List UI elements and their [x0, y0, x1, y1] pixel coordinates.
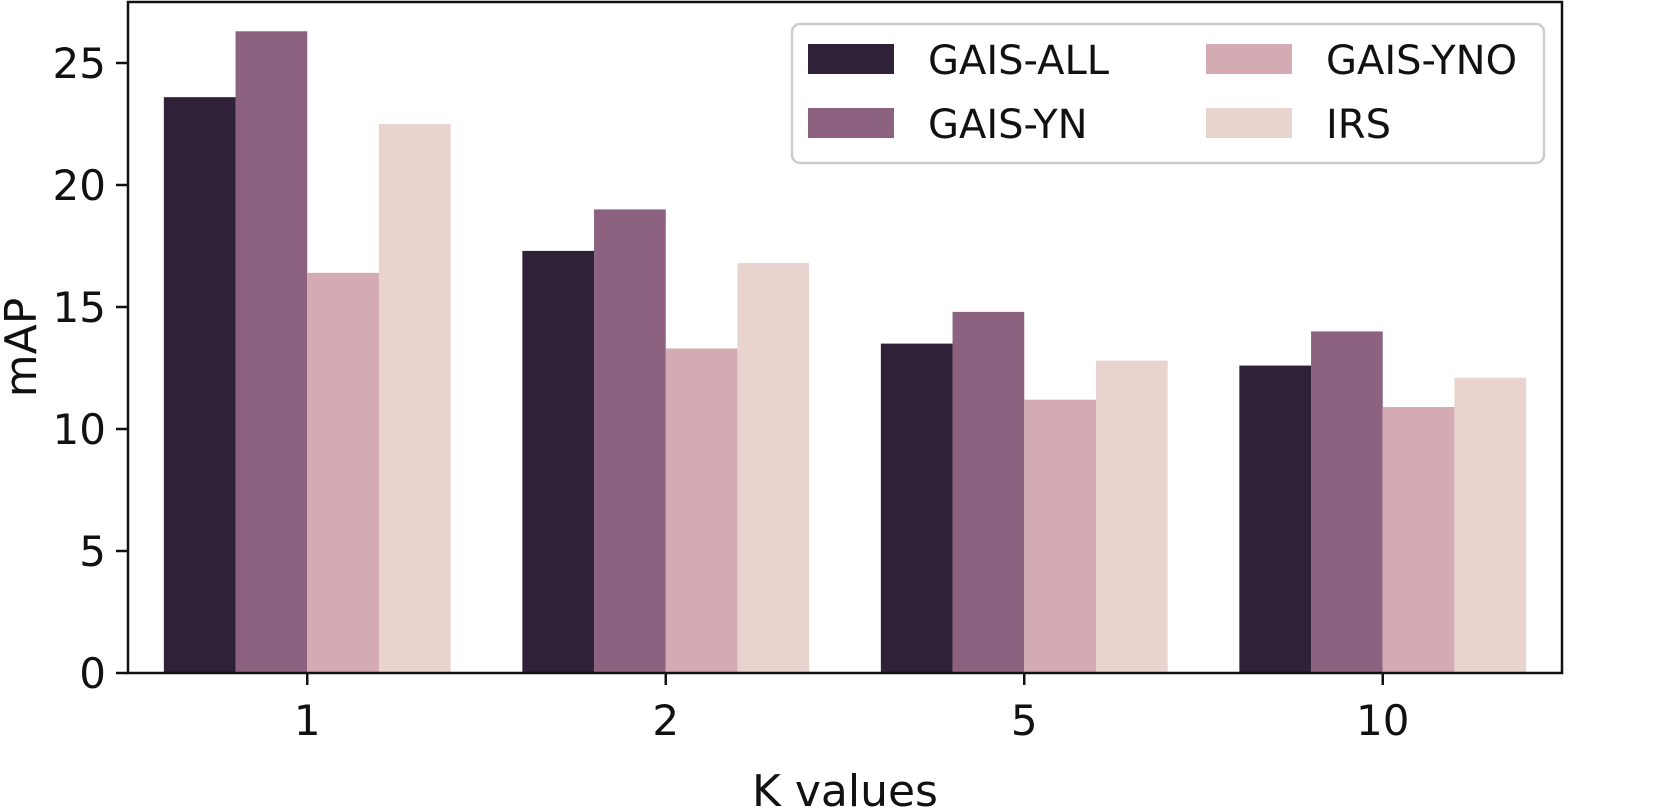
- bar-gais-yn-k5: [952, 311, 1025, 673]
- bar-irs-k5: [1095, 360, 1168, 673]
- y-tick-label: 5: [79, 527, 106, 576]
- x-tick-label: 5: [1011, 696, 1038, 745]
- legend-swatch-gais-yno: [1206, 44, 1292, 74]
- y-tick-label: 0: [79, 649, 106, 698]
- x-axis-title: K values: [752, 766, 938, 811]
- bar-gais-yno-k1: [307, 272, 379, 673]
- y-axis: 0 5 10 15 20 25: [53, 39, 128, 698]
- legend-swatch-gais-yn: [808, 108, 894, 138]
- legend: GAIS-ALL GAIS-YN GAIS-YNO IRS: [790, 22, 1546, 165]
- legend-box: [790, 22, 1546, 165]
- legend-swatch-irs: [1206, 108, 1292, 138]
- bars-layer: [163, 31, 1527, 673]
- y-tick-label: 15: [53, 283, 106, 332]
- plot-frame: [126, 0, 1564, 675]
- x-tick-label: 2: [652, 696, 679, 745]
- bar-gais-all-k1: [163, 97, 236, 673]
- y-tick-label: 20: [53, 161, 106, 210]
- legend-label-gais-all: GAIS-ALL: [928, 38, 1110, 84]
- bar-gais-yno-k10: [1382, 407, 1455, 673]
- bar-gais-yn-k2: [594, 209, 666, 673]
- bar-gais-yn-k1: [235, 31, 308, 673]
- bar-irs-k1: [378, 124, 451, 673]
- y-tick-label: 25: [53, 39, 106, 88]
- bar-irs-k2: [737, 263, 810, 673]
- legend-label-irs: IRS: [1326, 102, 1391, 148]
- bar-gais-yno-k2: [665, 348, 738, 673]
- bar-gais-all-k5: [880, 343, 953, 673]
- x-tick-label: 1: [294, 696, 321, 745]
- bar-gais-yno-k5: [1024, 399, 1096, 673]
- legend-label-gais-yn: GAIS-YN: [928, 102, 1088, 148]
- y-axis-title: mAP: [0, 298, 47, 398]
- bar-irs-k10: [1454, 377, 1527, 673]
- y-tick-label: 10: [53, 405, 106, 454]
- bar-gais-all-k10: [1239, 365, 1312, 673]
- x-tick-label: 10: [1356, 696, 1409, 745]
- bar-gais-yn-k10: [1311, 331, 1383, 673]
- bar-gais-all-k2: [522, 250, 595, 673]
- x-axis: 1 2 5 10: [294, 673, 1409, 745]
- legend-swatch-gais-all: [808, 44, 894, 74]
- legend-label-gais-yno: GAIS-YNO: [1326, 38, 1517, 84]
